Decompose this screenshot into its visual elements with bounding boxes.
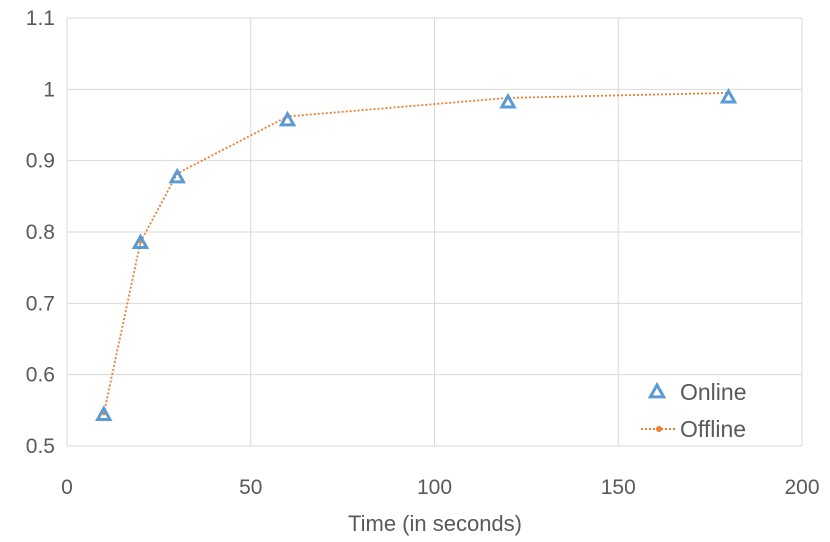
plot-series [95,87,738,421]
x-tick-label: 200 [784,476,819,499]
online-point [719,87,738,104]
online-point [499,92,517,109]
legend-item-offline: Offline [641,416,746,442]
y-tick-label: 1 [43,78,55,101]
online-point [168,167,186,184]
x-tick-label: 50 [239,476,262,499]
y-tick-label: 0.7 [26,292,55,315]
legend-item-online: Online [647,379,746,405]
legend-offline-marker [656,426,662,432]
y-tick-label: 1.1 [26,7,55,30]
y-tick-label: 0.5 [26,435,55,458]
y-tick-label: 0.8 [26,221,55,244]
y-axis-ticks: 0.5 0.6 0.7 0.8 0.9 1 1.1 [26,7,55,458]
legend: Online Offline [641,379,746,442]
y-tick-label: 0.9 [26,150,55,173]
offline-series-line [102,92,729,415]
x-axis-ticks: 0 50 100 150 200 [61,476,819,499]
legend-online-label: Online [680,379,746,405]
gridlines [66,17,803,447]
online-point [278,110,297,127]
online-point [95,405,113,421]
x-tick-label: 0 [61,476,73,499]
offline-point [139,240,142,244]
online-point [131,233,150,250]
x-tick-label: 100 [417,476,452,499]
x-tick-label: 150 [601,476,636,499]
legend-online-marker [647,381,667,399]
offline-point [102,412,106,416]
y-tick-label: 0.6 [26,364,55,387]
x-axis-title: Time (in seconds) [348,511,522,536]
legend-offline-label: Offline [680,416,746,442]
